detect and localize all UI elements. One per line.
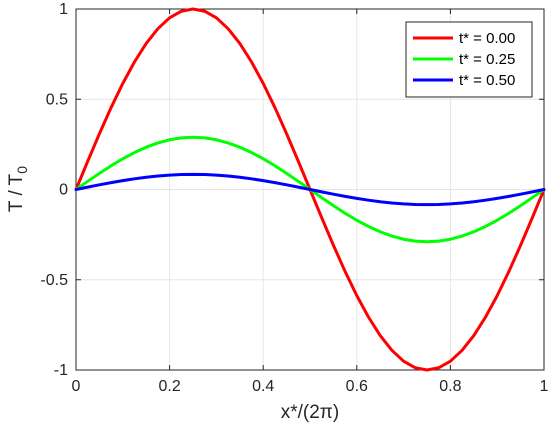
x-axis-label: x*/(2π) — [281, 402, 340, 423]
legend-label-0: t* = 0.00 — [459, 30, 515, 47]
y-tick-label: 1 — [59, 1, 68, 18]
y-tick-label: -1 — [54, 362, 68, 379]
x-tick-label: 0.2 — [158, 378, 180, 395]
x-tick-labels: 0 0.2 0.4 0.6 0.8 1 — [72, 378, 549, 395]
legend: t* = 0.00 t* = 0.25 t* = 0.50 — [405, 21, 533, 98]
x-tick-label: 0.8 — [439, 378, 461, 395]
series-line-2 — [74, 172, 546, 207]
y-axis-label-main: T / T — [6, 173, 27, 212]
y-axis-label: T / T0 — [6, 166, 30, 212]
x-tick-label: 0 — [72, 378, 81, 395]
legend-label-1: t* = 0.25 — [459, 51, 515, 68]
y-tick-label: 0 — [59, 182, 68, 199]
y-tick-labels: -1 -0.5 0 0.5 1 — [40, 1, 68, 379]
x-tick-label: 0.4 — [252, 378, 274, 395]
legend-label-2: t* = 0.50 — [459, 72, 515, 89]
x-tick-label: 0.6 — [346, 378, 368, 395]
x-tick-label: 1 — [540, 378, 549, 395]
series-lines — [74, 7, 546, 372]
y-tick-label: 0.5 — [46, 91, 68, 108]
y-axis-label-subscript: 0 — [14, 166, 30, 174]
y-tick-label: -0.5 — [40, 272, 68, 289]
